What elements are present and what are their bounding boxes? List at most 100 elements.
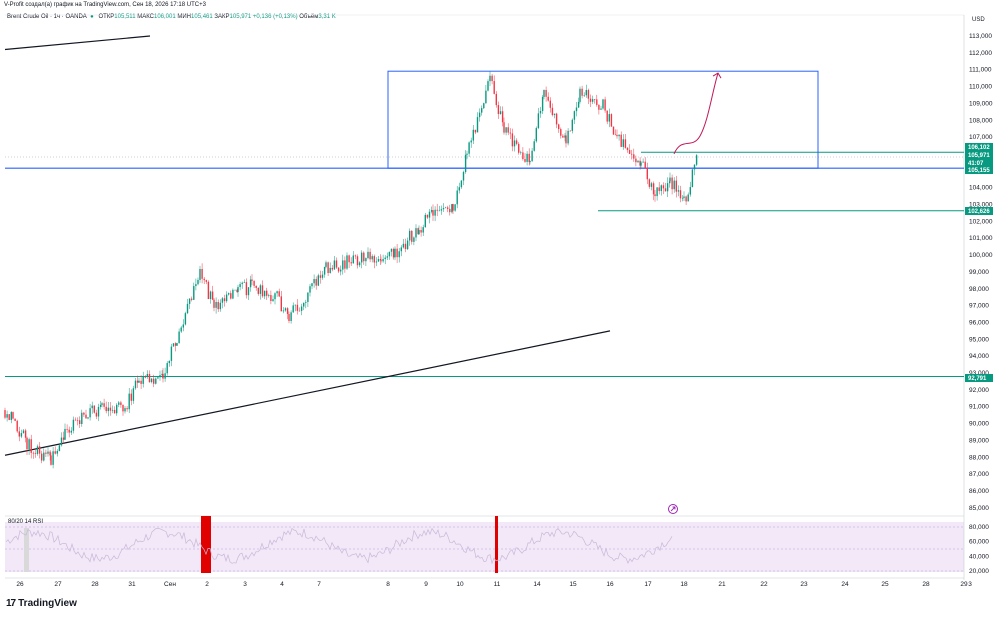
candle-body [367, 251, 369, 259]
candle-body [253, 280, 255, 286]
candle-body [10, 412, 12, 420]
price-tick-label: 104,000 [969, 185, 993, 192]
price-axis[interactable]: 113,000 112,000 111,000 110,000 109,000 108,0… [969, 33, 993, 512]
candle-body [70, 430, 72, 433]
candle-body [342, 260, 344, 270]
low-label: МИН [177, 14, 192, 20]
candle-body [487, 81, 489, 91]
candle-body [64, 428, 66, 440]
price-badge [965, 159, 993, 167]
candle-body [79, 420, 81, 424]
close-label: ЗАКР [214, 14, 230, 20]
price-tick-label: 93,000 [969, 370, 989, 377]
candle-body [34, 453, 37, 454]
candle-body [83, 412, 85, 415]
candle-body [600, 108, 602, 110]
candle-body [602, 99, 604, 109]
candle-body [120, 402, 122, 405]
trendline[interactable] [4, 330, 611, 456]
candle-body [193, 286, 195, 300]
candle-body [236, 289, 238, 292]
candle-body [128, 393, 130, 410]
candle-body [16, 420, 18, 432]
candle-body [286, 308, 289, 314]
price-badge [965, 166, 993, 174]
time-tick-label: Сен [164, 581, 176, 588]
price-tick-label: 112,000 [969, 50, 992, 57]
candle-body [409, 230, 411, 241]
candle-body [509, 132, 511, 134]
time-tick-label: 8 [386, 581, 390, 588]
candle-body [466, 153, 468, 155]
candle-body [270, 295, 272, 301]
candle-body [245, 282, 248, 296]
candle-body [660, 185, 662, 192]
time-tick-label: 9 [424, 581, 428, 588]
candle-body [507, 127, 509, 133]
candle-body [195, 284, 197, 287]
candle-body [560, 129, 562, 136]
tradingview-mark: 17 [6, 598, 16, 609]
candle-body [207, 281, 210, 300]
candle-body [68, 429, 70, 433]
candle-body [400, 247, 402, 252]
candle-body [685, 196, 687, 202]
candle-body [321, 274, 324, 278]
candle-body [531, 150, 533, 162]
candle-body [633, 154, 635, 159]
candle-body [422, 227, 424, 233]
rsi-indicator-title[interactable]: 80/20 14 RSI [8, 519, 44, 525]
candle-body [458, 187, 460, 191]
candle-body [41, 453, 43, 461]
candle-body [93, 405, 95, 413]
candle-body [239, 284, 241, 288]
candle-body [377, 259, 380, 262]
candle-body [178, 331, 180, 344]
candle-body [468, 142, 470, 154]
price-tick-label: 99,000 [969, 269, 989, 276]
candle-body [146, 373, 149, 377]
candle-body [282, 310, 285, 312]
candle-body [116, 404, 118, 414]
candle-body [518, 143, 520, 153]
candle-body [430, 210, 433, 212]
candle-body [596, 99, 598, 105]
candle-body [406, 240, 409, 250]
candle-body [219, 302, 221, 310]
candle-body [585, 90, 587, 96]
candle-body [4, 410, 6, 418]
candle-body [565, 135, 567, 144]
candle-body [553, 113, 556, 115]
time-tick-label: 11 [494, 581, 501, 588]
candle-body [501, 111, 504, 123]
candle-body [451, 204, 453, 213]
time-axis[interactable]: 26 27 28 31 Сен 2 3 4 7 8 9 10 11 14 15 16 17 18 21 22 23 24 2… [16, 581, 972, 588]
candle-body [589, 98, 592, 102]
price-tick-label: 92,000 [969, 387, 989, 394]
candle-body [418, 230, 420, 235]
candle-body [628, 150, 631, 154]
price-tick-label: 86,000 [969, 488, 989, 495]
candle-body [186, 303, 189, 314]
candle-body [683, 196, 685, 198]
projection-path[interactable] [673, 72, 719, 155]
chart-credit: V-Profit создал(а) график на TradingView… [4, 2, 206, 8]
symbol-name[interactable]: Brent Crude Oil · 1ч · OANDA [7, 14, 87, 20]
replay-icon[interactable] [668, 504, 678, 514]
candle-body [126, 408, 128, 410]
range-box[interactable] [387, 70, 819, 169]
change-value: +0,136 (+0,13%) [252, 14, 298, 20]
price-badge-label: 106,102 [968, 145, 990, 151]
candle-body [300, 306, 303, 311]
candle-body [26, 437, 28, 450]
tradingview-logo: 17 TradingView [6, 598, 77, 609]
candle-body [404, 243, 407, 250]
price-tick-label: 102,000 [969, 218, 993, 225]
volume-value: 3,31 K [318, 14, 336, 20]
candle-body [272, 299, 274, 301]
currency-label[interactable]: USD [972, 17, 985, 23]
candle-body [428, 211, 431, 218]
candle-body [251, 279, 253, 281]
trendline[interactable] [4, 35, 151, 51]
